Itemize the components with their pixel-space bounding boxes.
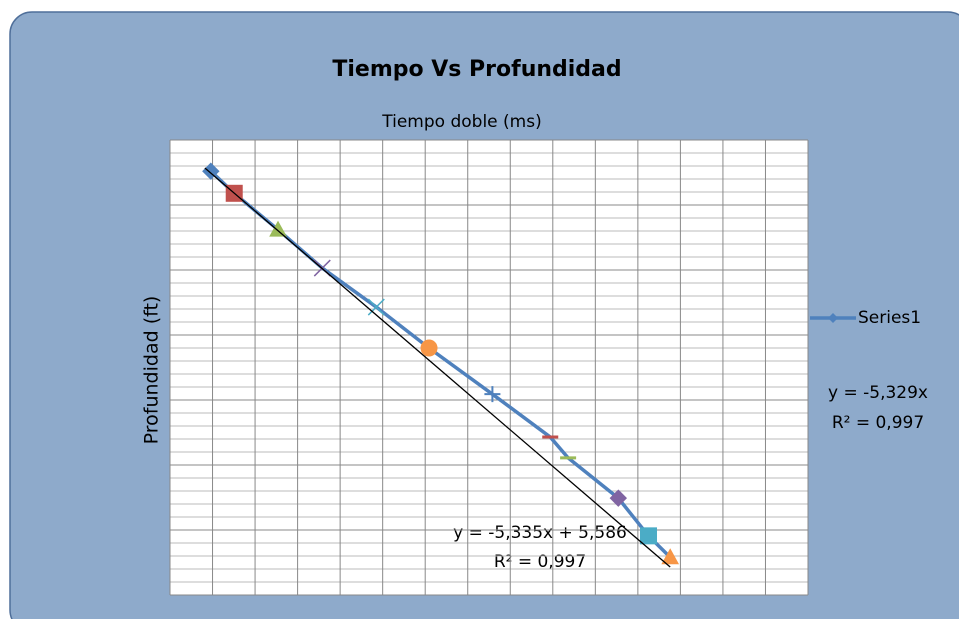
plot-area (170, 140, 808, 595)
marker (420, 339, 438, 357)
marker (640, 527, 657, 545)
x-axis-title: Tiempo doble (ms) (381, 112, 541, 132)
legend-marker (828, 313, 838, 323)
y-axis-title: Profundidad (ft) (141, 296, 163, 445)
legend-label: Series1 (858, 308, 921, 328)
trendline (204, 167, 671, 568)
marker (609, 489, 628, 507)
marker (367, 298, 385, 316)
trendline-equation: y = -5,329x (828, 383, 928, 403)
trendline-r2: R² = 0,997 (494, 552, 586, 572)
marker (661, 548, 680, 565)
chart-title: Tiempo Vs Profundidad (332, 57, 621, 82)
marker (484, 386, 501, 403)
marker (269, 220, 287, 237)
trendline-r2: R² = 0,997 (832, 413, 924, 433)
trendline-equation: y = -5,335x + 5,586 (453, 523, 627, 543)
